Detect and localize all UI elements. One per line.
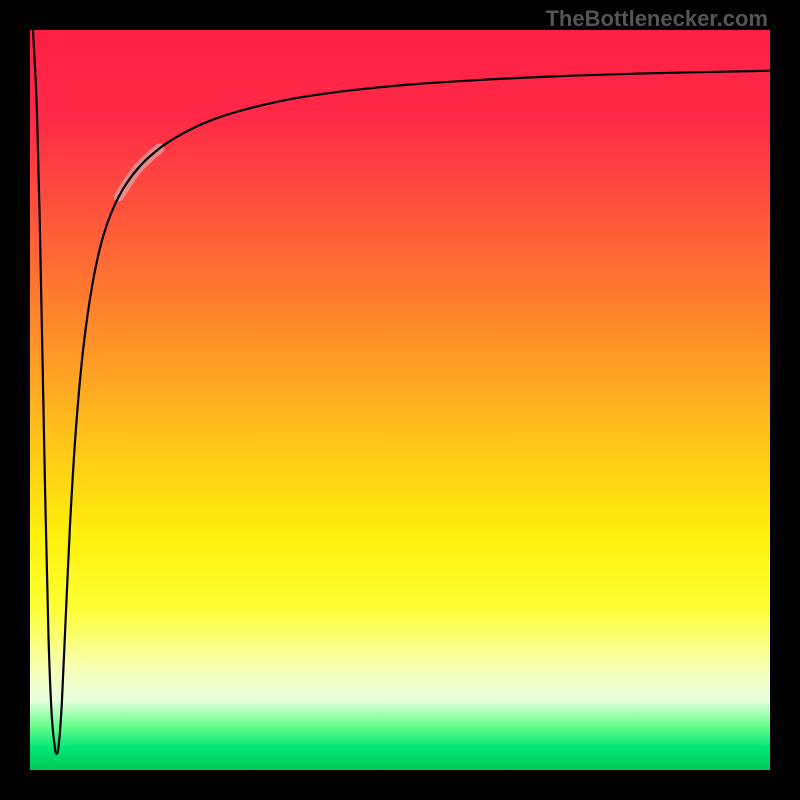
bottleneck-curve xyxy=(33,30,770,754)
chart-container: TheBottlenecker.com xyxy=(0,0,800,800)
plot-area xyxy=(30,30,770,770)
watermark-text: TheBottlenecker.com xyxy=(545,6,768,32)
curve-layer xyxy=(30,30,770,770)
highlight-segment xyxy=(119,148,160,196)
